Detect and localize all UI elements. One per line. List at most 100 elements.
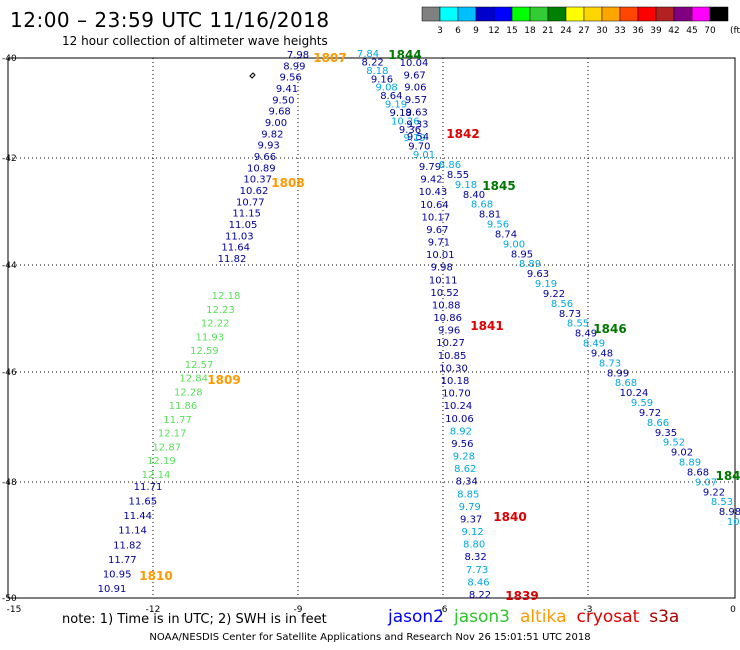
wave-height-value: 9.37 <box>460 514 482 525</box>
pass-time-label: 1841 <box>470 319 503 333</box>
scale-tick-label: 70 <box>704 26 716 36</box>
wave-height-value: 10.27 <box>436 338 465 349</box>
wave-height-value: 8.98 <box>719 507 740 518</box>
wave-height-value: 10.24 <box>620 388 649 399</box>
wave-height-value: 12.28 <box>174 387 203 398</box>
wave-height-value: 9.22 <box>543 289 565 300</box>
wave-height-value: 9.93 <box>258 141 280 152</box>
wave-height-value: 9.18 <box>390 108 412 119</box>
wave-height-value: 10.30 <box>439 363 468 374</box>
page-title: 12:00 – 23:59 UTC 11/16/2018 <box>10 8 330 32</box>
wave-height-value: 9.08 <box>376 83 398 94</box>
wave-height-value: 7.84 <box>357 49 379 60</box>
wave-height-value: 9.28 <box>453 452 475 463</box>
pass-time-label: 1808 <box>271 176 304 190</box>
wave-height-value: 9.96 <box>438 326 460 337</box>
wave-height-value: 9.50 <box>272 95 294 106</box>
scale-tick-label: 33 <box>614 26 625 36</box>
legend-cryosat: cryosat <box>576 607 640 627</box>
wave-height-value: 8.22 <box>469 590 491 601</box>
wave-height-value: 12.18 <box>212 291 241 302</box>
x-tick-label: -3 <box>584 605 593 615</box>
wave-height-value: 8.92 <box>450 426 472 437</box>
wave-height-value: 9.67 <box>404 70 426 81</box>
wave-height-value: 8.99 <box>607 368 629 379</box>
wave-height-value: 10.62 <box>240 186 269 197</box>
wave-height-value: 8.66 <box>647 418 669 429</box>
wave-height-value: 11.77 <box>163 415 192 426</box>
wave-height-value: 9.01 <box>413 150 435 161</box>
wave-height-value: 9.54 <box>407 132 429 143</box>
wave-height-value: 9.66 <box>254 152 276 163</box>
wave-height-value: 9.22 <box>703 487 725 498</box>
footer-credit: NOAA/NESDIS Center for Satellite Applica… <box>149 632 591 643</box>
x-tick-label: -6 <box>439 605 448 615</box>
wave-height-value: 10.88 <box>432 300 461 311</box>
wave-height-value: 8.85 <box>457 489 479 500</box>
wave-height-value: 10.77 <box>236 197 265 208</box>
wave-height-value: 8.81 <box>479 210 501 221</box>
wave-height-value: 8.95 <box>511 249 533 260</box>
pass-time-label: 1807 <box>313 51 346 65</box>
wave-height-value: 10.43 <box>419 187 448 198</box>
wave-height-value: 11.44 <box>123 511 152 522</box>
wave-height-value: 9.71 <box>428 238 450 249</box>
wave-height-value: 11.82 <box>218 254 247 265</box>
wave-height-value: 8.86 <box>439 160 461 171</box>
wave-height-value: 9.70 <box>408 142 430 153</box>
wave-height-value: 12.22 <box>201 319 230 330</box>
wave-height-value: 9.07 <box>695 477 717 488</box>
wave-height-value: 7.98 <box>287 50 309 61</box>
wave-height-value: 8.73 <box>559 309 581 320</box>
pass-time-label: 1842 <box>446 127 479 141</box>
wave-height-value: 9.63 <box>527 269 549 280</box>
wave-height-value: 9.59 <box>631 398 653 409</box>
wave-height-value: 8.40 <box>463 190 485 201</box>
wave-height-value: 10.11 <box>429 275 458 286</box>
wave-height-value: 9.82 <box>261 129 283 140</box>
wave-height-value: 12.87 <box>152 442 181 453</box>
wave-height-value: 8.89 <box>519 259 541 270</box>
wave-height-value: 9.68 <box>269 107 291 118</box>
wave-height-value: 9.79 <box>459 502 481 513</box>
pass-time-label: 1846 <box>593 322 626 336</box>
wave-height-value: 9.98 <box>431 263 453 274</box>
page-subtitle: 12 hour collection of altimeter wave hei… <box>62 34 328 48</box>
wave-height-value: 9.06 <box>404 83 426 94</box>
wave-height-value: 11.71 <box>134 482 163 493</box>
wave-height-value: 9.35 <box>655 428 677 439</box>
wave-height-value: 9.02 <box>671 448 693 459</box>
island-outline <box>249 72 256 79</box>
wave-height-value: 9.57 <box>405 95 427 106</box>
wave-height-value: 11.14 <box>118 526 147 537</box>
pass-time-label: 184 <box>715 469 740 483</box>
wave-height-value: 8.46 <box>467 577 489 588</box>
legend-s3a: s3a <box>649 607 680 627</box>
pass-time-label: 1845 <box>482 179 515 193</box>
y-tick-label: -48 <box>2 478 17 488</box>
wave-height-value: 12.23 <box>206 305 235 316</box>
wave-height-value: 10.52 <box>430 288 459 299</box>
wave-height-value: 9.16 <box>371 74 393 85</box>
wave-height-value: 8.73 <box>599 358 621 369</box>
wave-height-value: 9.41 <box>276 84 298 95</box>
wave-height-value: 9.56 <box>280 73 302 84</box>
wave-height-value: 8.22 <box>362 57 384 68</box>
scale-tick-label: 15 <box>506 26 517 36</box>
wave-height-value: 9.19 <box>535 279 557 290</box>
y-tick-label: -46 <box>2 368 17 378</box>
wave-height-value: 10.26 <box>391 116 420 127</box>
wave-height-value: 9.33 <box>406 120 428 131</box>
wave-height-value: 9.63 <box>406 107 428 118</box>
wave-height-value: 9.19 <box>404 133 426 144</box>
scale-tick-label: 45 <box>686 26 697 36</box>
wave-height-value: 9.67 <box>426 225 448 236</box>
wave-height-value: 8.80 <box>463 540 485 551</box>
y-tick-label: -44 <box>2 261 17 271</box>
wave-height-value: 10.91 <box>98 584 127 595</box>
wave-height-value: 7.73 <box>466 565 488 576</box>
wave-height-value: 11.77 <box>108 555 137 566</box>
wave-height-value: 8.68 <box>471 200 493 211</box>
wave-height-value: 11.15 <box>232 209 261 220</box>
